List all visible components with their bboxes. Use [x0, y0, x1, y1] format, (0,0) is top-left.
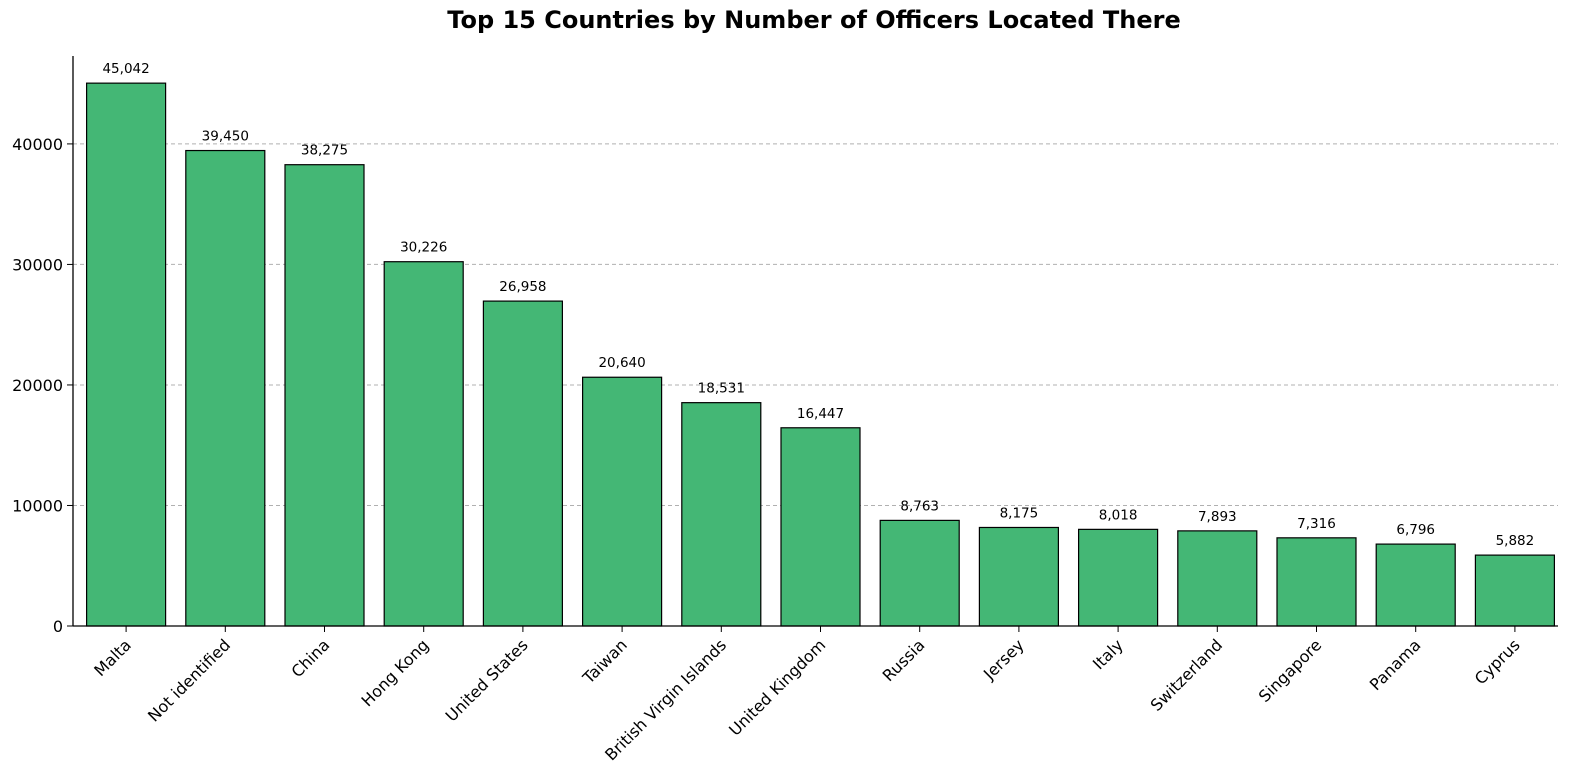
- data-label: 20,640: [598, 355, 645, 371]
- bars: [85, 82, 1556, 627]
- bar-switzerland: [1177, 530, 1258, 627]
- y-tick-label: 0: [53, 617, 63, 636]
- x-tick-label: Taiwan: [578, 635, 631, 688]
- bar-italy: [1077, 528, 1159, 627]
- data-label: 26,958: [499, 279, 546, 295]
- bar-malta: [85, 82, 167, 627]
- x-tick-label: China: [288, 635, 334, 681]
- bar-taiwan: [581, 376, 663, 627]
- bar-british-virgin-islands: [681, 402, 762, 627]
- y-axis-ticks: 0 10000 20000 30000 40000: [12, 135, 73, 636]
- x-tick-label: Jersey: [979, 635, 1028, 684]
- data-label: 38,275: [301, 143, 348, 159]
- data-label: 8,018: [1099, 507, 1138, 523]
- y-tick-label: 40000: [12, 135, 63, 154]
- bar-jersey: [978, 526, 1060, 627]
- bar-cyprus: [1474, 554, 1556, 627]
- data-label: 30,226: [400, 240, 447, 256]
- bar-united-states: [482, 300, 563, 627]
- x-tick-label: Cyprus: [1471, 635, 1524, 688]
- x-tick-label: Italy: [1089, 635, 1127, 673]
- bar-hong-kong: [383, 261, 464, 627]
- data-label: 8,175: [1000, 505, 1039, 521]
- bar-united-kingdom: [780, 427, 861, 627]
- x-tick-label: Panama: [1366, 635, 1425, 694]
- data-labels: 45,042 39,450 38,275 30,226 26,958 20,640 18,5…: [102, 61, 1534, 549]
- data-label: 45,042: [102, 61, 149, 77]
- bar-china: [284, 164, 365, 627]
- y-tick-label: 20000: [12, 376, 63, 395]
- x-tick-label: Switzerland: [1147, 635, 1226, 714]
- data-label: 7,893: [1198, 509, 1237, 525]
- bar-singapore: [1276, 537, 1357, 627]
- data-label: 18,531: [698, 381, 745, 397]
- x-tick-label: United States: [442, 635, 532, 725]
- y-tick-label: 10000: [12, 496, 63, 515]
- data-label: 7,316: [1297, 516, 1336, 532]
- x-tick-label: United Kingdom: [725, 635, 829, 739]
- bar-russia: [879, 519, 960, 627]
- x-axis-ticks: Malta Not identified China Hong Kong United …: [90, 626, 1524, 764]
- bar-panama: [1375, 543, 1456, 627]
- data-label: 5,882: [1496, 533, 1535, 549]
- axes: [72, 56, 1558, 627]
- data-label: 16,447: [797, 406, 844, 422]
- chart-title: Top 15 Countries by Number of Officers L…: [447, 6, 1180, 34]
- x-tick-label: Singapore: [1255, 635, 1326, 706]
- x-tick-label: Hong Kong: [358, 635, 433, 710]
- data-label: 8,763: [900, 498, 939, 514]
- x-tick-label: Not identified: [144, 635, 234, 725]
- data-label: 39,450: [202, 129, 249, 145]
- x-tick-label: Russia: [879, 635, 929, 685]
- data-label: 6,796: [1396, 522, 1435, 538]
- x-tick-label: Malta: [90, 635, 135, 680]
- y-tick-label: 30000: [12, 255, 63, 274]
- bar-not-identified: [185, 149, 266, 627]
